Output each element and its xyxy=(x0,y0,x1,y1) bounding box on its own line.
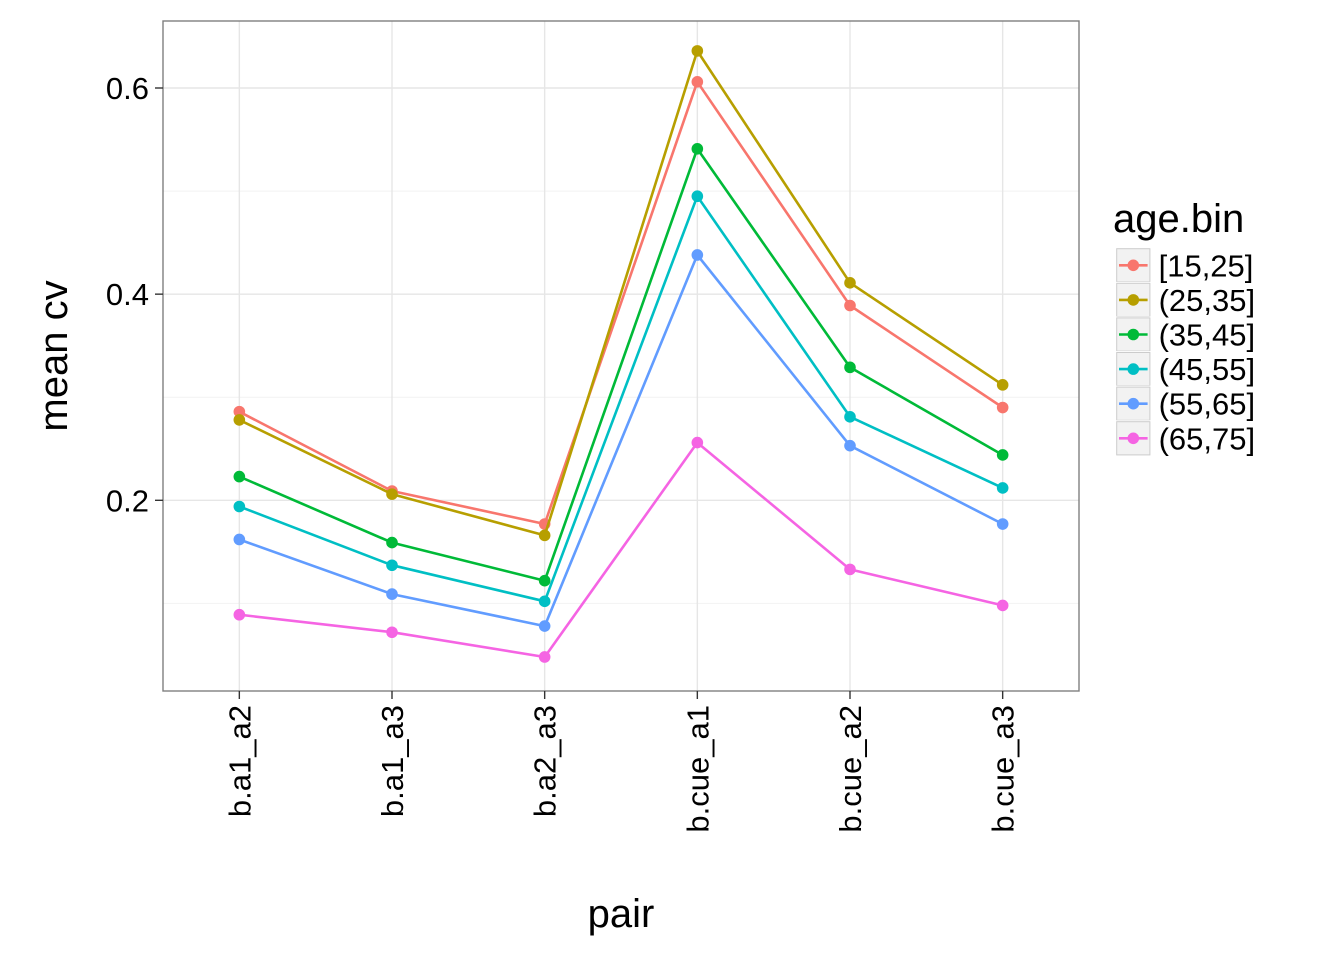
series-line xyxy=(238,253,1004,628)
panel-border xyxy=(162,20,1080,692)
y-tick-label: 0.4 xyxy=(106,277,149,312)
data-point xyxy=(538,574,551,587)
data-point xyxy=(996,401,1009,414)
x-tick-label: b.cue_a2 xyxy=(833,705,868,833)
legend-key-point xyxy=(1127,294,1140,306)
legend-key-border xyxy=(1116,421,1151,456)
y-axis: 0.2 0.4 0.6 xyxy=(106,71,163,518)
data-point xyxy=(233,533,246,546)
y-tick-label: 0.6 xyxy=(106,71,149,106)
data-point xyxy=(386,559,398,572)
legend-label: [15,25] xyxy=(1159,248,1254,283)
x-tick-label: b.cue_a1 xyxy=(680,705,715,833)
legend-item: (55,65] xyxy=(1115,385,1256,422)
data-point xyxy=(996,379,1009,391)
series-5 xyxy=(233,249,1009,632)
data-point xyxy=(996,449,1009,461)
series-line xyxy=(238,147,1004,583)
x-tick-label: b.a1_a3 xyxy=(375,705,410,817)
legend-key-point xyxy=(1127,397,1140,410)
data-point xyxy=(691,45,704,57)
legend-label: (25,35] xyxy=(1159,283,1256,318)
legend-item: [15,25] xyxy=(1115,247,1254,284)
data-point xyxy=(996,482,1009,494)
data-point xyxy=(538,595,551,608)
data-point xyxy=(844,299,856,312)
series-line xyxy=(238,80,1004,526)
data-point xyxy=(538,620,551,632)
data-point xyxy=(233,470,246,483)
x-axis-title: pair xyxy=(588,892,655,936)
data-point xyxy=(844,277,856,289)
data-point xyxy=(386,536,398,549)
legend-label: (45,55] xyxy=(1159,352,1256,387)
data-point xyxy=(996,599,1009,612)
data-point xyxy=(691,76,704,88)
series-3 xyxy=(233,143,1009,587)
series-line xyxy=(238,194,1004,603)
data-point xyxy=(386,488,398,500)
legend-key-point xyxy=(1127,328,1140,341)
legend-label: (55,65] xyxy=(1159,387,1256,422)
series-4 xyxy=(233,190,1009,608)
data-point xyxy=(233,608,246,621)
series-2 xyxy=(233,45,1009,542)
data-point xyxy=(233,405,246,418)
data-point xyxy=(691,436,704,449)
legend-item: (35,45] xyxy=(1115,316,1256,353)
data-point xyxy=(691,143,704,155)
data-point xyxy=(538,529,551,542)
legend-key-point xyxy=(1127,259,1140,272)
data-point xyxy=(691,190,704,203)
data-point xyxy=(844,411,856,423)
data-point xyxy=(844,563,856,576)
legend-key-point xyxy=(1127,432,1140,445)
data-point xyxy=(538,651,551,663)
series-6 xyxy=(233,436,1009,663)
y-tick-label: 0.2 xyxy=(106,483,149,518)
x-tick-label: b.a2_a3 xyxy=(528,705,563,817)
legend-item: (65,75] xyxy=(1115,420,1256,457)
data-point xyxy=(233,500,246,513)
y-axis-title: mean cv xyxy=(32,280,76,431)
legend-item: (45,55] xyxy=(1115,351,1256,387)
data-point xyxy=(233,414,246,426)
series-line xyxy=(239,441,1003,659)
legend-item: (25,35] xyxy=(1115,281,1256,318)
series-layer xyxy=(233,45,1009,663)
legend: age.bin [15,25](25,35](35,45](45,55](55,… xyxy=(1113,197,1256,457)
data-point xyxy=(386,588,398,600)
data-point xyxy=(844,439,856,452)
legend-key-point xyxy=(1127,363,1140,375)
legend-label: (35,45] xyxy=(1159,318,1256,353)
data-point xyxy=(691,249,704,261)
data-point xyxy=(996,518,1009,530)
legend-title: age.bin xyxy=(1113,197,1244,241)
x-axis: b.a1_a2 b.a1_a3 b.a2_a3 b.cue_a1 b.cue_a2 b.c… xyxy=(222,691,1021,833)
data-point xyxy=(844,361,856,374)
series-line xyxy=(238,49,1004,537)
x-tick-label: b.a1_a2 xyxy=(222,705,257,817)
legend-label: (65,75] xyxy=(1159,421,1256,456)
data-point xyxy=(386,626,398,639)
x-tick-label: b.cue_a3 xyxy=(986,705,1021,833)
